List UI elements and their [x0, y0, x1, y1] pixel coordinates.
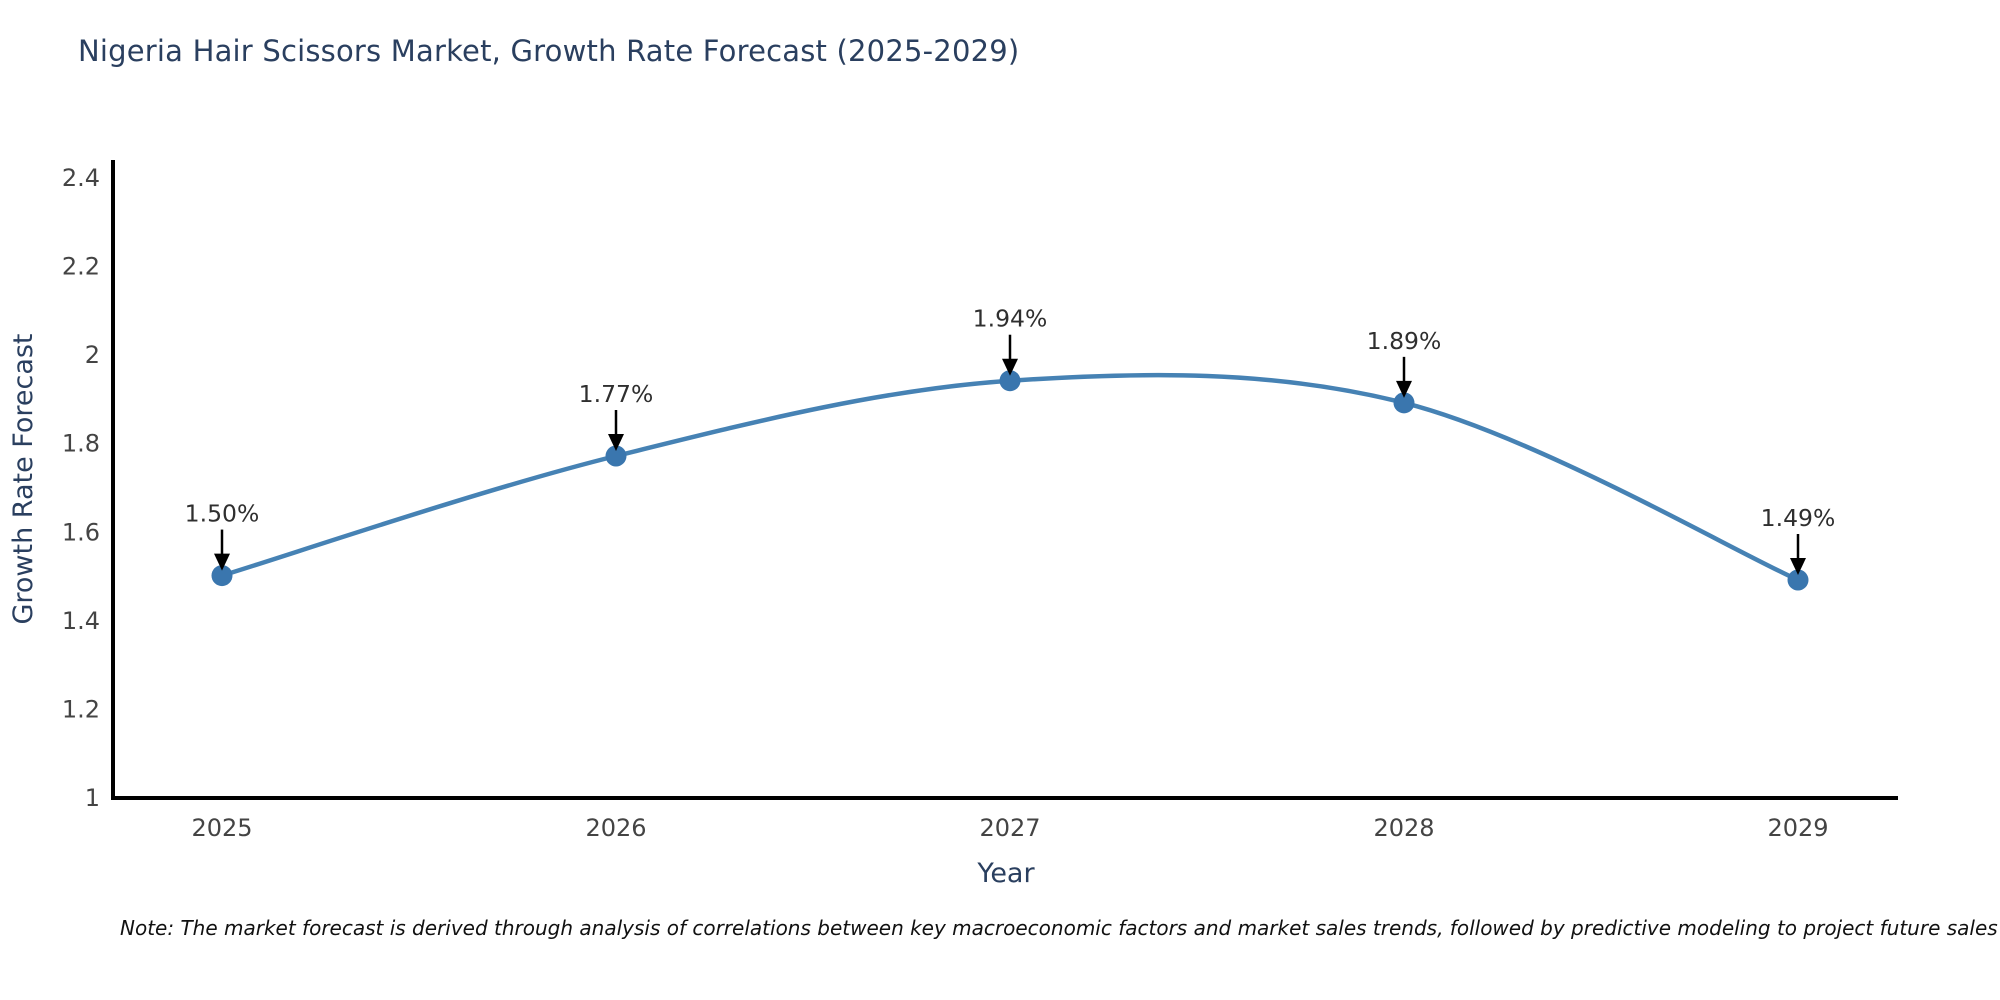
y-tick-label: 1.4	[62, 607, 100, 635]
chart-title: Nigeria Hair Scissors Market, Growth Rat…	[78, 34, 1020, 68]
annotation-arrowhead	[1790, 558, 1806, 575]
x-tick-label: 2027	[979, 814, 1040, 842]
y-tick-label: 1.8	[62, 430, 100, 458]
x-tick-label: 2029	[1767, 814, 1828, 842]
annotation-arrowhead	[1396, 380, 1412, 398]
x-tick-label: 2025	[191, 814, 252, 842]
y-tick-label: 2	[85, 341, 100, 369]
data-point-2027	[999, 370, 1021, 392]
data-point-2029	[1787, 569, 1809, 591]
y-tick-label: 2.2	[62, 253, 100, 281]
data-point-2025	[211, 565, 233, 587]
x-axis-title: Year	[976, 858, 1035, 889]
point-value-label: 1.49%	[1761, 504, 1836, 532]
point-value-label: 1.94%	[973, 305, 1048, 333]
data-point-2026	[605, 445, 627, 467]
x-tick-label: 2028	[1373, 814, 1434, 842]
x-axis-spine	[111, 796, 1898, 800]
footnote: Note: The market forecast is derived thr…	[120, 916, 1998, 940]
y-axis-spine	[111, 160, 115, 800]
y-tick-label: 1.6	[62, 518, 100, 546]
forecast-line	[219, 372, 1801, 583]
y-tick-label: 2.4	[62, 164, 100, 192]
y-axis-title: Growth Rate Forecast	[8, 333, 39, 624]
data-point-2028	[1393, 392, 1415, 414]
y-tick-label: 1	[85, 784, 100, 812]
point-value-label: 1.50%	[185, 500, 260, 528]
annotation-arrowhead	[1002, 358, 1018, 376]
annotation-arrowhead	[608, 434, 624, 451]
x-tick-label: 2026	[585, 814, 646, 842]
y-tick-label: 1.2	[62, 695, 100, 723]
annotation-arrowhead	[214, 553, 230, 571]
point-value-label: 1.77%	[579, 380, 654, 408]
point-value-label: 1.89%	[1367, 327, 1442, 355]
